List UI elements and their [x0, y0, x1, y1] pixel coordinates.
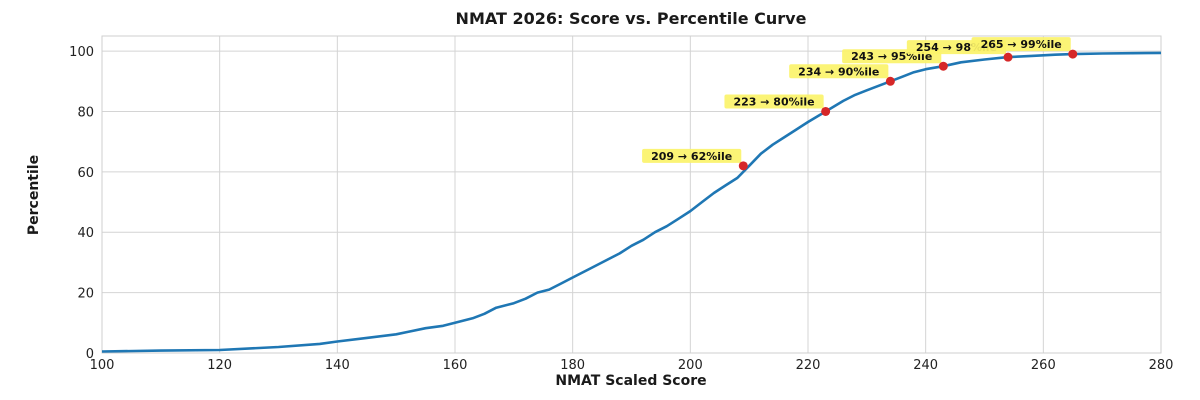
y-tick-label: 100 [69, 45, 94, 60]
x-tick-label: 140 [325, 358, 350, 373]
grid-lines [101, 36, 1162, 354]
y-tick-label: 80 [77, 105, 94, 120]
highlight-point [1003, 52, 1013, 62]
x-axis-ticks: 100 120 140 160 180 200 220 240 260 280 [90, 358, 1174, 373]
x-tick-label: 280 [1149, 358, 1174, 373]
y-tick-label: 20 [77, 287, 94, 302]
annotation-label: 223 → 80%ile [733, 95, 814, 108]
x-tick-label: 180 [560, 358, 585, 373]
highlight-point [821, 106, 831, 116]
x-tick-label: 200 [678, 358, 703, 373]
annotation-box [789, 64, 889, 79]
y-axis-label: Percentile [26, 155, 42, 235]
highlight-point [1068, 49, 1078, 59]
x-axis-label: NMAT Scaled Score [555, 373, 706, 389]
highlight-annotation: 234 → 90%ile [789, 64, 895, 86]
y-tick-label: 60 [77, 166, 94, 181]
annotation-box [724, 94, 824, 109]
x-tick-label: 100 [90, 358, 115, 373]
highlight-annotation: 265 → 99%ile [971, 37, 1078, 59]
annotation-label: 234 → 90%ile [798, 65, 879, 78]
x-tick-label: 160 [443, 358, 468, 373]
annotation-label: 265 → 99%ile [981, 38, 1062, 51]
x-tick-label: 220 [796, 358, 821, 373]
annotation-box [971, 37, 1071, 52]
highlight-annotation: 209 → 62%ile [642, 148, 748, 171]
annotation-box [642, 148, 742, 163]
chart-title: NMAT 2026: Score vs. Percentile Curve [456, 9, 807, 28]
x-tick-label: 260 [1031, 358, 1056, 373]
plot-frame [101, 35, 1162, 354]
annotation-label: 209 → 62%ile [651, 150, 732, 163]
highlight-point [938, 61, 948, 71]
x-tick-label: 120 [207, 358, 232, 373]
y-axis-ticks: 0 20 40 60 80 100 [69, 45, 94, 362]
highlight-point [738, 161, 748, 171]
highlight-annotation: 223 → 80%ile [724, 94, 831, 116]
highlight-point [885, 76, 895, 86]
percentile-curve-line [101, 51, 1162, 353]
x-tick-label: 240 [913, 358, 938, 373]
y-tick-label: 40 [77, 226, 94, 241]
y-tick-label: 0 [86, 347, 94, 362]
